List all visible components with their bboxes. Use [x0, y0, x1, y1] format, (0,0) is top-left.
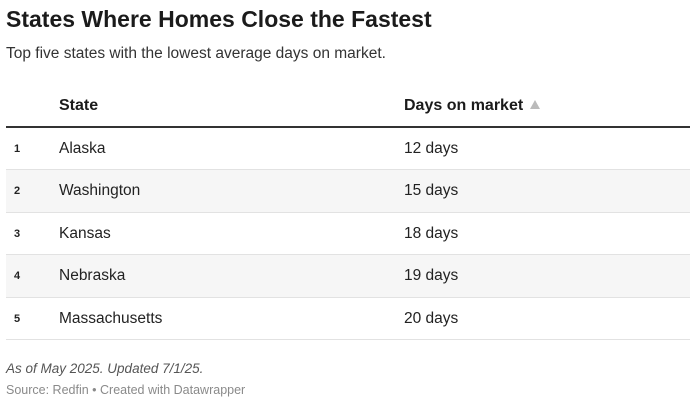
days-cell: 19 days: [404, 267, 459, 285]
days-cell: 18 days: [404, 224, 459, 242]
table-header: State Days on market: [6, 86, 690, 128]
table-row: 5 Massachusetts 20 days: [6, 298, 690, 340]
state-cell: Kansas: [59, 224, 111, 242]
state-cell: Massachusetts: [59, 309, 163, 327]
chart-title: States Where Homes Close the Fastest: [6, 6, 432, 32]
sort-ascending-icon[interactable]: [530, 100, 541, 109]
days-cell: 20 days: [404, 309, 459, 327]
days-cell: 12 days: [404, 140, 459, 157]
table-body: 1 Alaska 12 days 2 Washington 15 days 3 Kansas 1…: [6, 128, 690, 340]
rank-cell: 2: [14, 185, 21, 198]
column-header-days[interactable]: Days on market: [404, 97, 541, 115]
chart-subtitle: Top five states with the lowest average …: [6, 45, 386, 62]
footer-source: Source: Redfin • Created with Datawrappe…: [6, 383, 246, 397]
state-cell: Washington: [59, 182, 141, 200]
table-row: 4 Nebraska 19 days: [6, 255, 690, 298]
rank-cell: 4: [14, 270, 21, 283]
column-header-state[interactable]: State: [59, 97, 98, 115]
data-table: State Days on market 1 Alaska 12 days 2 Wash…: [6, 86, 690, 340]
footer-note: As of May 2025. Updated 7/1/25.: [6, 361, 204, 376]
state-cell: Alaska: [59, 140, 106, 157]
rank-cell: 1: [14, 143, 21, 155]
state-cell: Nebraska: [59, 267, 126, 285]
column-header-state-label: State: [59, 97, 99, 114]
column-header-days-label: Days on market: [404, 97, 524, 114]
rank-cell: 3: [14, 227, 21, 240]
rank-cell: 5: [14, 312, 21, 325]
table-row: 2 Washington 15 days: [6, 170, 690, 213]
table-row: 3 Kansas 18 days: [6, 213, 690, 256]
days-cell: 15 days: [404, 182, 459, 200]
table-row: 1 Alaska 12 days: [6, 128, 690, 171]
